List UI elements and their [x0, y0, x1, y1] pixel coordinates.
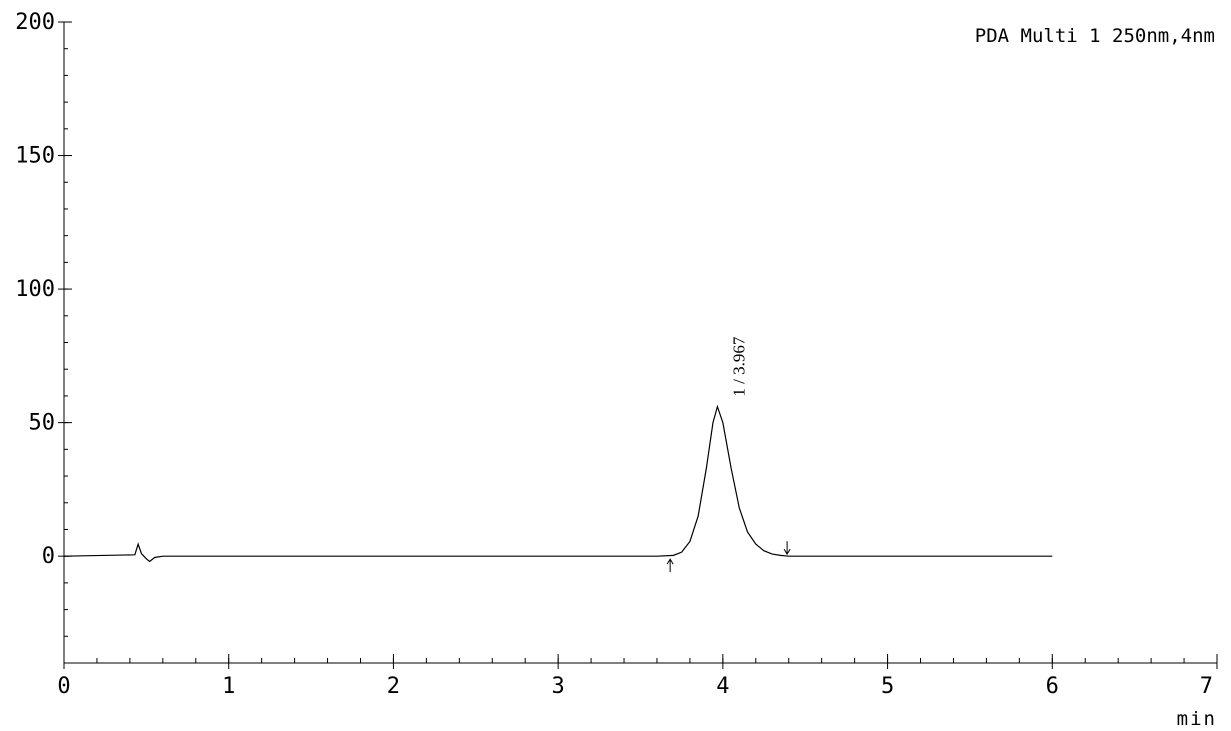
x-tick-label: 5 [881, 674, 894, 699]
x-axis-unit-label: min [1177, 708, 1217, 730]
integration-start-arrow [666, 558, 674, 573]
x-tick-label: 3 [552, 674, 565, 699]
x-tick-label: 0 [57, 674, 70, 699]
peak-label: 1 / 3.967 [729, 336, 748, 396]
x-tick-label: 4 [716, 674, 729, 699]
annotation-layer: 1 / 3.967 [729, 336, 748, 396]
x-tick-label: 1 [222, 674, 235, 699]
integration-end-arrow [783, 541, 791, 556]
series-line [63, 404, 1053, 563]
y-tick-label: 50 [29, 411, 56, 436]
x-tick-label: 6 [1046, 674, 1059, 699]
y-tick-label: 0 [42, 544, 55, 569]
y-tick-label: 100 [15, 277, 55, 302]
legend-entry: PDA Multi 1 250nm,4nm [975, 25, 1215, 47]
axis-ticks: 0 50 100 150 200 0 1 2 3 4 5 6 7 [15, 10, 1218, 699]
y-tick-label: 200 [15, 10, 55, 35]
trace-layer [63, 404, 1053, 563]
integration-marks [666, 541, 791, 573]
plot-axes [63, 22, 1218, 664]
y-tick-label: 150 [15, 144, 55, 169]
x-tick-label: 2 [387, 674, 400, 699]
x-tick-label: 7 [1200, 674, 1213, 699]
